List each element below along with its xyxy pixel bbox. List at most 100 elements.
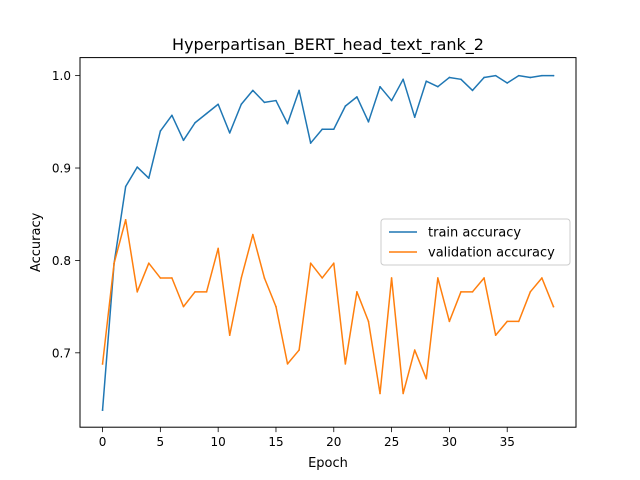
data-point-train-16 [286, 122, 289, 125]
data-point-validation-20 [332, 262, 335, 264]
data-point-validation-15 [275, 305, 277, 308]
data-point-train-5 [159, 130, 162, 132]
data-point-validation-31 [460, 291, 462, 293]
data-point-train-8 [194, 121, 196, 124]
x-tick-label: 20 [326, 435, 341, 449]
data-point-validation-17 [298, 349, 300, 351]
axes-frame [79, 57, 577, 428]
data-point-train-9 [205, 112, 208, 115]
y-tick-label: 0.7 [52, 346, 71, 360]
x-tick-label: 15 [268, 435, 283, 449]
x-axis-label: Epoch [308, 456, 348, 471]
legend-box [380, 218, 571, 266]
data-point-validation-27 [413, 349, 416, 351]
data-point-train-25 [390, 99, 393, 102]
x-tick-label: 10 [211, 435, 226, 449]
x-tick-label: 25 [384, 435, 399, 449]
data-point-validation-14 [263, 277, 266, 279]
data-point-validation-18 [309, 262, 312, 264]
data-point-train-14 [263, 101, 266, 104]
data-point-validation-33 [483, 277, 485, 279]
chart-title: Hyperpartisan_BERT_head_text_rank_2 [172, 35, 484, 55]
data-point-train-7 [182, 139, 185, 142]
data-point-validation-34 [494, 334, 497, 337]
y-tick-label: 0.9 [52, 162, 71, 176]
data-point-train-12 [240, 103, 243, 106]
y-tick-label: 0.8 [52, 254, 71, 268]
data-point-validation-21 [344, 363, 347, 365]
data-point-train-27 [413, 116, 416, 118]
data-point-train-36 [517, 74, 520, 77]
data-point-train-20 [332, 128, 335, 131]
x-tick-label: 35 [500, 435, 515, 449]
data-point-validation-26 [402, 392, 404, 395]
data-point-validation-30 [448, 320, 451, 323]
x-tick-label: 0 [99, 435, 107, 449]
data-point-train-3 [136, 166, 139, 168]
data-point-train-33 [483, 76, 485, 79]
tick-layer: 0 5 10 15 20 25 30 35 0.7 0.8 0.9 1.0 [52, 69, 515, 449]
data-point-validation-39 [552, 305, 555, 308]
data-point-validation-22 [356, 291, 358, 293]
data-point-train-26 [402, 78, 404, 81]
data-point-validation-10 [217, 247, 219, 250]
legend: train accuracy validation accuracy [380, 218, 571, 266]
data-point-train-6 [171, 114, 173, 117]
data-point-train-11 [228, 132, 231, 134]
data-point-validation-2 [124, 218, 127, 221]
y-tick-label: 1.0 [52, 69, 71, 83]
legend-label-train: train accuracy [428, 226, 521, 241]
x-tick-label: 5 [157, 435, 165, 449]
data-point-train-23 [367, 121, 370, 123]
data-point-validation-16 [286, 363, 289, 365]
data-point-train-32 [471, 89, 474, 92]
series-line-validation [101, 219, 555, 395]
data-point-train-10 [217, 103, 219, 106]
series-line-train [101, 74, 555, 411]
data-point-validation-24 [379, 392, 381, 395]
data-point-validation-35 [506, 320, 509, 323]
data-point-validation-9 [205, 291, 208, 293]
plot-area [101, 74, 555, 411]
legend-label-validation: validation accuracy [428, 246, 555, 261]
data-point-validation-3 [136, 291, 139, 293]
data-point-train-4 [147, 177, 150, 179]
data-point-train-2 [124, 185, 127, 188]
data-point-validation-32 [471, 291, 474, 293]
data-point-validation-5 [159, 277, 162, 279]
data-point-train-13 [252, 89, 254, 92]
data-point-validation-23 [367, 320, 370, 323]
data-point-train-22 [356, 96, 358, 98]
data-point-train-24 [379, 85, 381, 88]
data-point-train-37 [529, 76, 532, 79]
data-point-validation-8 [194, 291, 196, 293]
data-point-train-0 [101, 409, 104, 411]
y-axis-label: Accuracy [29, 212, 44, 272]
data-point-validation-6 [171, 277, 173, 279]
data-point-train-21 [344, 105, 347, 107]
data-point-validation-29 [437, 277, 439, 279]
data-point-train-19 [321, 128, 324, 131]
data-point-train-38 [541, 74, 543, 77]
data-point-validation-1 [113, 262, 115, 264]
data-point-validation-7 [182, 305, 185, 308]
data-point-validation-36 [517, 320, 520, 323]
data-point-train-34 [494, 74, 497, 77]
data-point-train-35 [506, 82, 509, 84]
data-point-validation-28 [425, 377, 428, 380]
data-point-train-39 [552, 74, 555, 77]
data-point-validation-38 [541, 277, 543, 279]
data-point-train-17 [298, 89, 300, 92]
data-point-validation-19 [321, 277, 324, 279]
data-point-validation-4 [147, 262, 150, 264]
data-point-train-29 [437, 85, 439, 88]
data-point-validation-25 [390, 277, 393, 279]
data-point-train-30 [448, 76, 451, 79]
data-point-validation-12 [240, 277, 243, 279]
data-point-validation-13 [252, 233, 254, 236]
data-point-validation-0 [101, 363, 104, 365]
data-point-validation-37 [529, 291, 532, 293]
data-point-train-28 [425, 80, 428, 82]
data-point-validation-11 [228, 334, 231, 337]
